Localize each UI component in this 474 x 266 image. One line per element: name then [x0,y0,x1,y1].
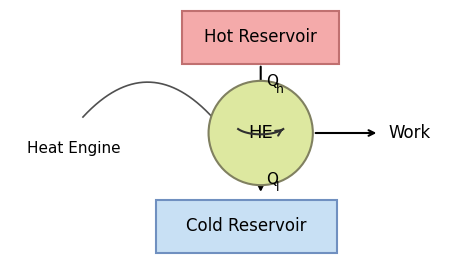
Text: Work: Work [389,124,431,142]
Text: Hot Reservoir: Hot Reservoir [204,28,317,46]
Text: l: l [276,181,280,194]
Text: Q: Q [266,172,278,187]
Text: Cold Reservoir: Cold Reservoir [186,217,307,235]
Text: Q: Q [266,74,278,89]
Ellipse shape [209,81,313,185]
Text: HE: HE [248,124,273,142]
Text: h: h [276,83,284,95]
Text: Heat Engine: Heat Engine [27,142,120,156]
FancyBboxPatch shape [156,200,337,253]
FancyBboxPatch shape [182,11,339,64]
